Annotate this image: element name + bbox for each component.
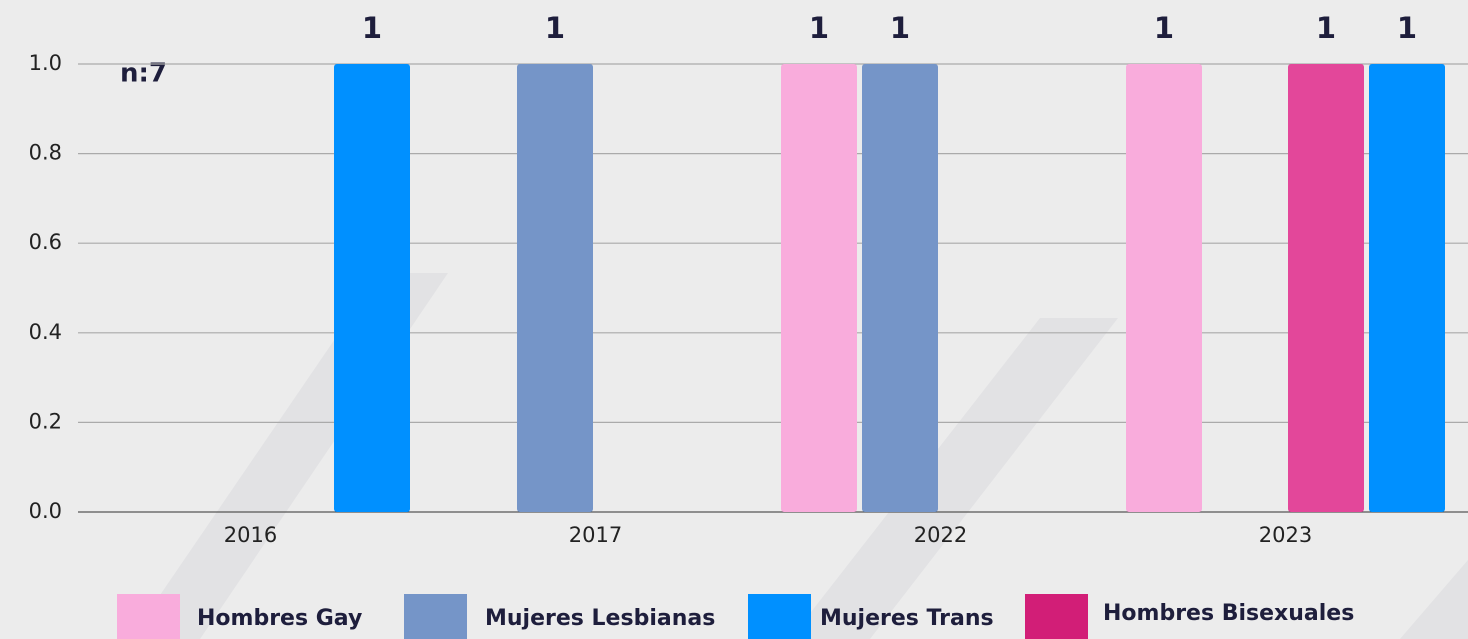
y-tick-label: 1.0	[29, 51, 62, 75]
x-tick-label: 2016	[224, 523, 277, 547]
legend-swatch	[117, 594, 180, 639]
data-label: 1	[1154, 11, 1174, 45]
data-label: 1	[1397, 11, 1417, 45]
legend-swatch	[748, 594, 811, 639]
y-tick-label: 0.6	[29, 230, 62, 254]
y-tick-label: 0.0	[29, 499, 62, 523]
x-tick-label: 2023	[1259, 523, 1312, 547]
x-tick-label: 2022	[914, 523, 967, 547]
data-label: 1	[809, 11, 829, 45]
bar	[334, 64, 410, 512]
legend-label: Hombres Gay	[197, 606, 362, 631]
y-tick-label: 0.2	[29, 409, 62, 433]
x-tick-label: 2017	[569, 523, 622, 547]
bar	[862, 64, 938, 512]
annotation: n:7	[120, 59, 167, 89]
bar	[1288, 64, 1364, 512]
data-label: 1	[545, 11, 565, 45]
data-label: 1	[1316, 11, 1336, 45]
legend-swatch	[1025, 594, 1088, 639]
bar	[517, 64, 593, 512]
data-label: 1	[890, 11, 910, 45]
data-label: 1	[362, 11, 382, 45]
y-tick-label: 0.8	[29, 141, 62, 165]
legend-label: Mujeres Lesbianas	[485, 606, 715, 631]
legend-swatch	[404, 594, 467, 639]
legend-label: Hombres Bisexuales	[1103, 601, 1354, 626]
bar	[781, 64, 857, 512]
legend-label: Mujeres Trans	[820, 606, 994, 631]
y-tick-label: 0.4	[29, 320, 62, 344]
bar	[1369, 64, 1445, 512]
bar	[1126, 64, 1202, 512]
